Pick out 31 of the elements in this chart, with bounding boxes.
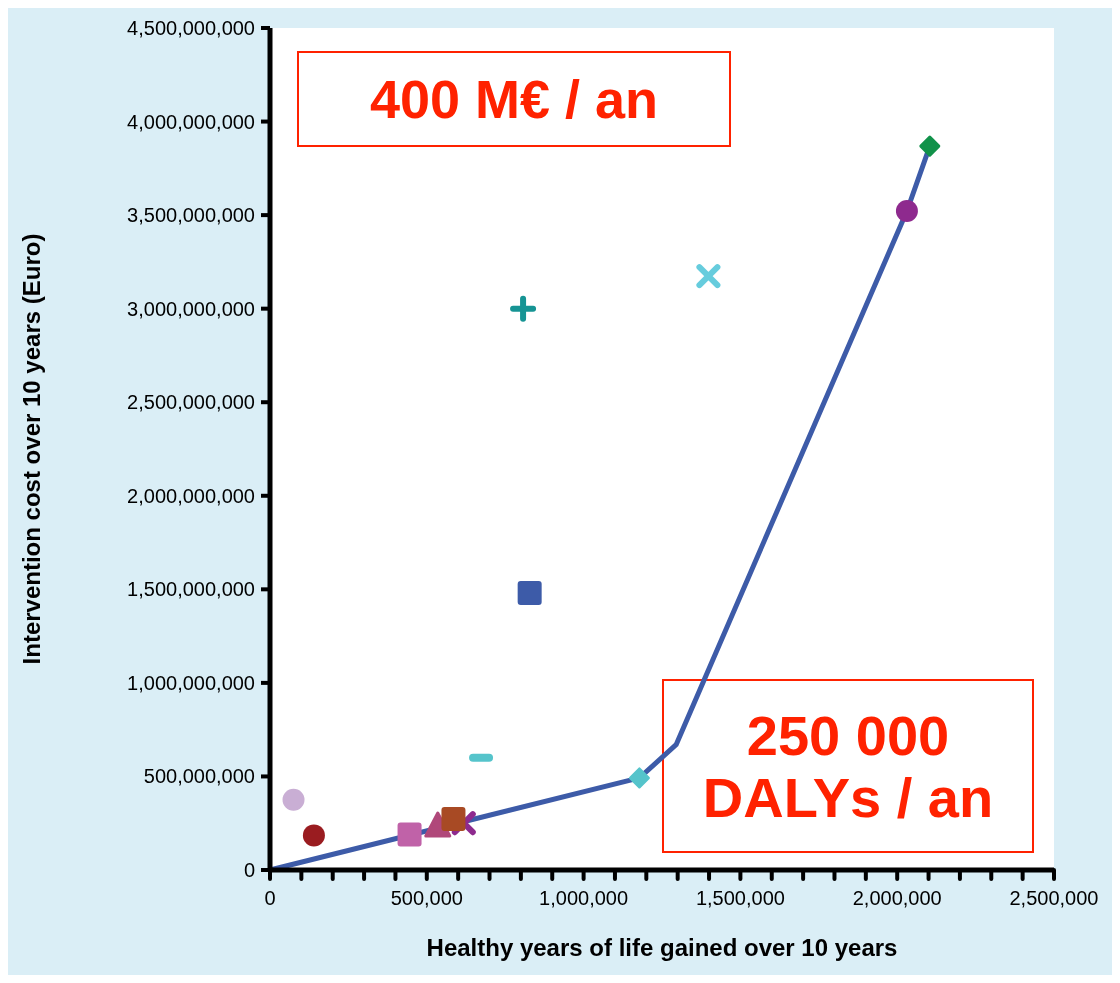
point — [282, 788, 305, 811]
x-tick-label: 2,500,000 — [1009, 887, 1099, 909]
y-axis-title: Intervention cost over 10 years (Euro) — [18, 233, 45, 665]
point — [895, 200, 918, 222]
x-tick-label: 0 — [264, 887, 276, 909]
y-tick-label: 2,500,000,000 — [127, 391, 255, 414]
y-tick-label: 4,000,000,000 — [127, 110, 255, 133]
point — [302, 824, 325, 847]
point — [628, 767, 650, 789]
y-tick-label: 2,000,000,000 — [127, 484, 255, 507]
point — [517, 581, 542, 606]
point — [696, 264, 721, 289]
point — [919, 135, 941, 157]
x-tick-label: 500,000 — [390, 887, 463, 909]
point — [510, 295, 537, 322]
y-tick-label: 3,000,000,000 — [127, 297, 255, 320]
y-tick-label: 0 — [243, 859, 255, 881]
x-tick-label: 2,000,000 — [852, 887, 942, 909]
x-axis-title: Healthy years of life gained over 10 years — [426, 934, 898, 961]
annotation: 400 M€ / an — [369, 69, 659, 129]
x-tick-label: 1,000,000 — [539, 887, 629, 909]
y-tick-label: 1,000,000,000 — [127, 671, 255, 694]
y-tick-label: 3,500,000,000 — [127, 204, 255, 227]
y-tick-label: 500,000,000 — [143, 765, 255, 788]
x-tick-label: 1,500,000 — [695, 887, 785, 909]
y-tick-label: 4,500,000,000 — [127, 17, 255, 39]
y-tick-label: 1,500,000,000 — [127, 578, 255, 601]
point — [397, 822, 422, 847]
annotation: 250 000 DALYs / an — [702, 703, 994, 829]
point — [451, 811, 476, 836]
point — [441, 807, 466, 832]
